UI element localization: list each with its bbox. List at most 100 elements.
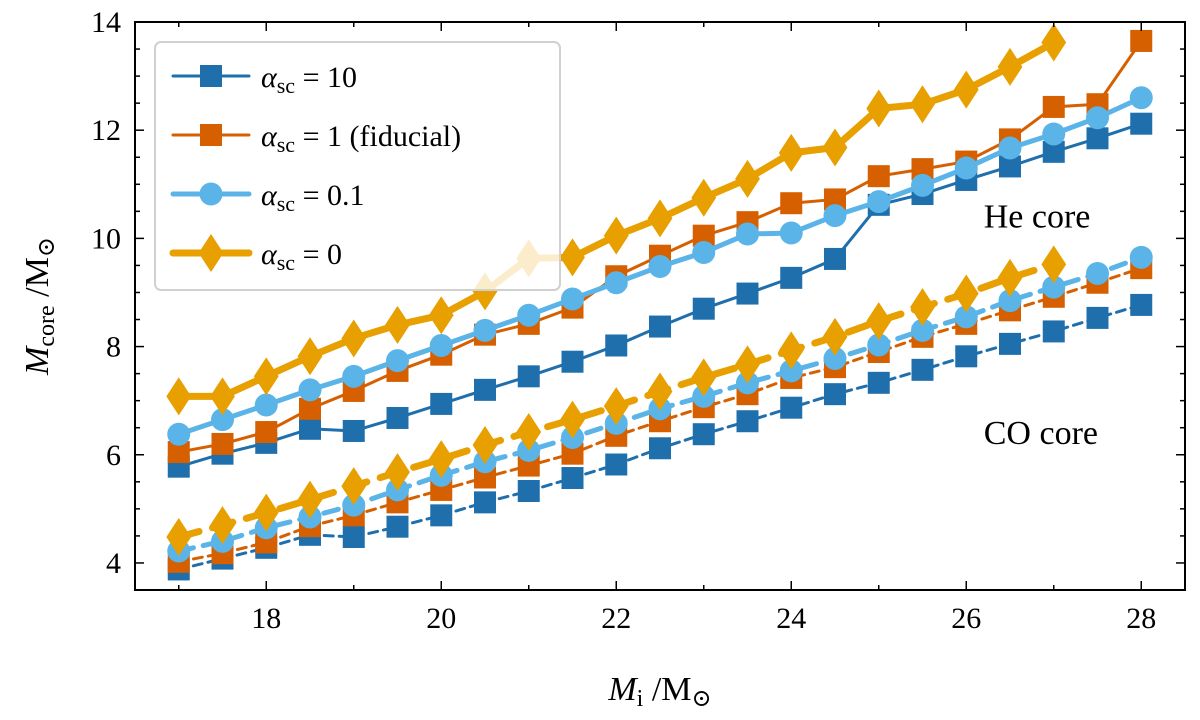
data-point-4-15	[824, 383, 846, 406]
data-point-7-8	[516, 413, 542, 452]
data-point-2-22	[1129, 86, 1153, 110]
data-point-6-18	[954, 305, 978, 329]
axes-layer: 18 20 22 24 26 28 4 6 8 10 12 14 Mi /M⊙ Mcore /M⊙	[19, 6, 1186, 712]
data-point-0-5	[386, 406, 409, 429]
data-point-1-1	[211, 432, 234, 455]
data-point-3-14	[778, 133, 804, 172]
data-point-1-17	[911, 158, 934, 181]
data-point-2-12	[692, 240, 716, 264]
data-point-2-3	[298, 378, 322, 402]
data-point-7-0	[166, 517, 192, 556]
data-point-1-12	[692, 224, 715, 247]
y-axis-label: Mcore /M⊙	[19, 237, 60, 376]
data-point-7-7	[472, 426, 498, 465]
data-point-4-13	[736, 410, 759, 433]
data-point-3-0	[166, 377, 192, 416]
data-point-3-16	[866, 89, 892, 128]
annotation-0: He core	[984, 199, 1091, 236]
data-point-2-13	[736, 222, 759, 246]
data-point-7-2	[253, 493, 279, 532]
data-point-7-10	[603, 387, 629, 426]
data-point-6-21	[1086, 262, 1109, 286]
data-point-2-1	[211, 408, 234, 432]
series-3	[166, 23, 1067, 416]
data-point-7-19	[997, 258, 1023, 297]
data-point-0-7	[474, 378, 496, 401]
data-point-7-13	[735, 345, 760, 384]
data-point-7-12	[691, 358, 717, 397]
data-point-2-18	[954, 156, 978, 180]
data-point-2-19	[998, 136, 1022, 160]
data-point-2-9	[561, 287, 584, 311]
legend-marker-3	[198, 234, 224, 272]
data-point-7-14	[778, 331, 804, 370]
legend-box	[154, 41, 561, 291]
data-point-4-14	[780, 396, 803, 419]
series-2	[167, 86, 1153, 446]
x-tick-label: 26	[951, 602, 981, 635]
data-point-1-3	[299, 397, 321, 420]
data-point-2-20	[1042, 122, 1066, 146]
data-point-7-6	[428, 440, 454, 479]
data-point-1-2	[255, 421, 278, 444]
data-point-3-19	[997, 47, 1023, 86]
data-point-6-22	[1129, 245, 1153, 269]
data-point-6-15	[823, 346, 847, 370]
data-point-3-1	[210, 377, 235, 416]
y-tick-label: 8	[106, 331, 121, 364]
legend-entry-1: αsc = 1 (fiducial)	[171, 120, 461, 157]
data-point-2-5	[386, 349, 409, 373]
data-point-4-16	[867, 371, 890, 394]
data-point-4-4	[342, 525, 365, 548]
data-point-7-20	[1041, 245, 1067, 284]
y-tick-label: 12	[91, 114, 121, 147]
data-point-1-22	[1130, 29, 1153, 52]
data-point-5-7	[474, 466, 496, 489]
legend-entry-3: αsc = 0	[169, 234, 342, 275]
legend-marker-2	[199, 182, 223, 206]
data-point-0-19	[999, 155, 1021, 178]
data-point-4-19	[999, 332, 1021, 355]
annotation-layer: He core CO core	[984, 199, 1098, 452]
data-point-7-15	[822, 317, 848, 356]
data-point-0-9	[561, 350, 584, 373]
data-point-0-12	[692, 297, 715, 320]
data-point-6-20	[1042, 275, 1066, 299]
legend-label-3: αsc = 0	[261, 238, 342, 275]
plot-frame	[134, 21, 1186, 591]
data-point-2-17	[911, 173, 934, 197]
annotation-1: CO core	[984, 415, 1098, 452]
data-point-3-15	[822, 128, 848, 167]
data-point-2-2	[254, 393, 278, 417]
data-point-7-18	[953, 274, 979, 313]
data-point-2-21	[1086, 106, 1109, 130]
x-tick-label: 28	[1126, 602, 1156, 635]
data-point-0-6	[430, 392, 453, 415]
data-point-2-16	[867, 190, 891, 214]
data-point-5-9	[561, 442, 584, 465]
data-point-3-2	[253, 357, 279, 396]
data-point-0-21	[1086, 127, 1109, 150]
data-point-2-6	[429, 333, 453, 357]
data-point-4-20	[1042, 320, 1065, 343]
data-point-2-10	[604, 271, 628, 295]
data-point-1-0	[167, 441, 190, 464]
data-point-4-21	[1086, 306, 1109, 329]
data-point-6-17	[911, 318, 934, 342]
data-point-0-8	[517, 365, 540, 388]
legend-marker-1	[200, 124, 222, 146]
data-point-4-22	[1130, 293, 1153, 316]
data-point-3-6	[428, 296, 454, 335]
legend-label-1: αsc = 1 (fiducial)	[261, 120, 461, 157]
data-point-0-10	[605, 334, 628, 357]
series-7	[166, 245, 1067, 556]
data-point-4-6	[430, 504, 453, 527]
data-point-4-8	[517, 480, 540, 503]
data-point-7-17	[910, 288, 935, 327]
data-point-4-10	[605, 453, 628, 476]
data-point-2-11	[648, 255, 672, 279]
data-point-6-16	[867, 333, 891, 357]
data-point-2-8	[517, 303, 541, 327]
data-point-3-20	[1041, 23, 1067, 62]
data-point-0-14	[780, 266, 803, 289]
